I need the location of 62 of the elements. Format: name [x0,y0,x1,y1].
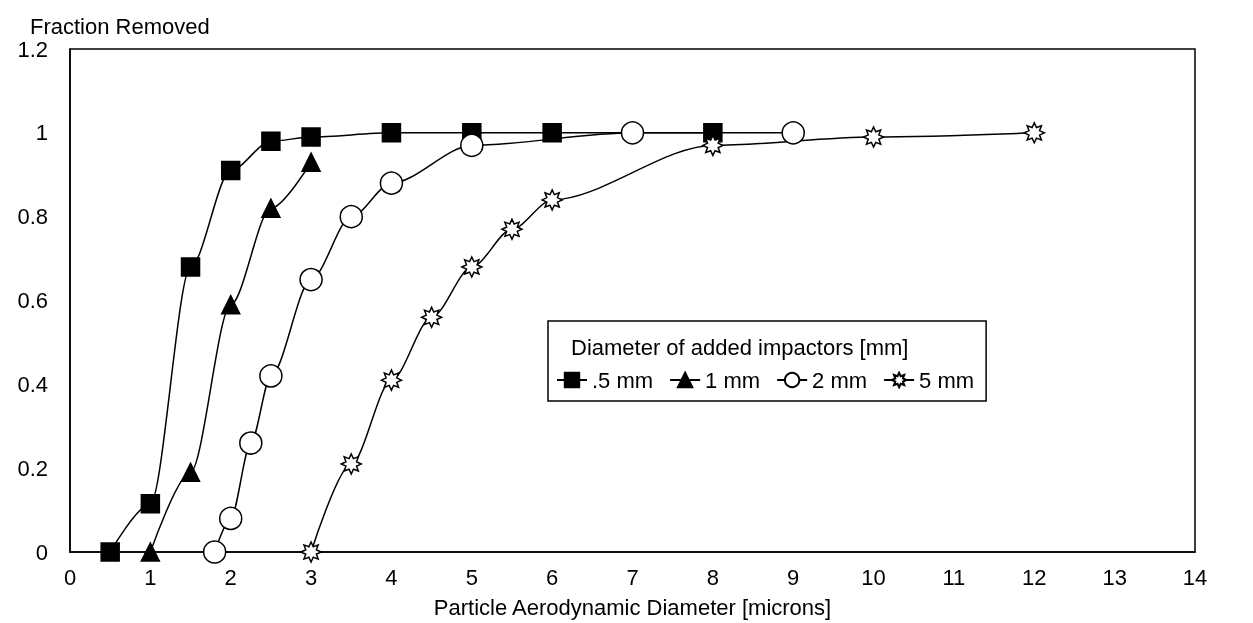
point [301,152,321,172]
point [218,506,243,531]
y-tick-label: 1 [35,120,48,146]
point [220,294,241,315]
point [140,542,161,562]
point [180,257,201,277]
point [220,160,241,181]
point [339,204,363,229]
x-tick-label: 11 [942,564,966,590]
x-tick-label: 10 [861,564,886,590]
point [781,121,805,145]
y-tick-label: 0.8 [17,204,48,230]
x-tick-label: 9 [787,564,800,590]
x-tick-label: 5 [465,564,478,590]
y-tick-label: 1.2 [17,36,48,62]
point [340,453,362,475]
point [299,267,323,292]
point [202,540,227,564]
x-tick-label: 0 [63,564,77,590]
point [140,494,161,514]
y-tick-label: 0 [35,539,48,565]
point [542,123,562,143]
point [301,127,321,147]
legend-label: 2 mm [812,367,868,393]
x-tick-label: 1 [144,564,157,590]
y-tick-label: 0.2 [17,455,48,481]
point [460,133,484,158]
x-tick-label: 3 [304,564,318,590]
point [261,198,281,219]
x-tick-label: 2 [224,564,237,590]
point [259,364,283,388]
point [180,462,201,483]
y-axis-title: Fraction Removed [30,13,210,39]
point [239,431,263,455]
x-tick-label: 8 [706,564,719,590]
point [541,189,563,211]
point [379,171,404,195]
x-tick-label: 4 [385,564,398,590]
y-tick-label: 0.4 [17,371,48,397]
legend-label: 1 mm [705,367,761,393]
x-axis-title: Particle Aerodynamic Diameter [microns] [433,594,832,620]
point [461,256,483,278]
point [100,542,120,562]
legend-label: .5 mm [592,367,654,393]
x-tick-label: 13 [1102,564,1127,590]
x-tick-label: 12 [1022,564,1047,590]
x-tick-label: 7 [626,564,639,590]
point [620,121,645,145]
point [420,306,443,329]
legend-title: Diameter of added impactors [mm] [571,334,909,360]
y-tick-label: 0.6 [17,288,48,313]
point [381,123,402,143]
point [702,134,724,157]
point [1023,122,1046,144]
point [380,369,403,391]
legend-label: 5 mm [919,367,975,393]
point [862,126,885,148]
point [501,218,523,240]
point [261,131,281,151]
point [300,541,322,563]
x-tick-label: 6 [546,564,559,590]
x-tick-label: 14 [1182,564,1208,590]
